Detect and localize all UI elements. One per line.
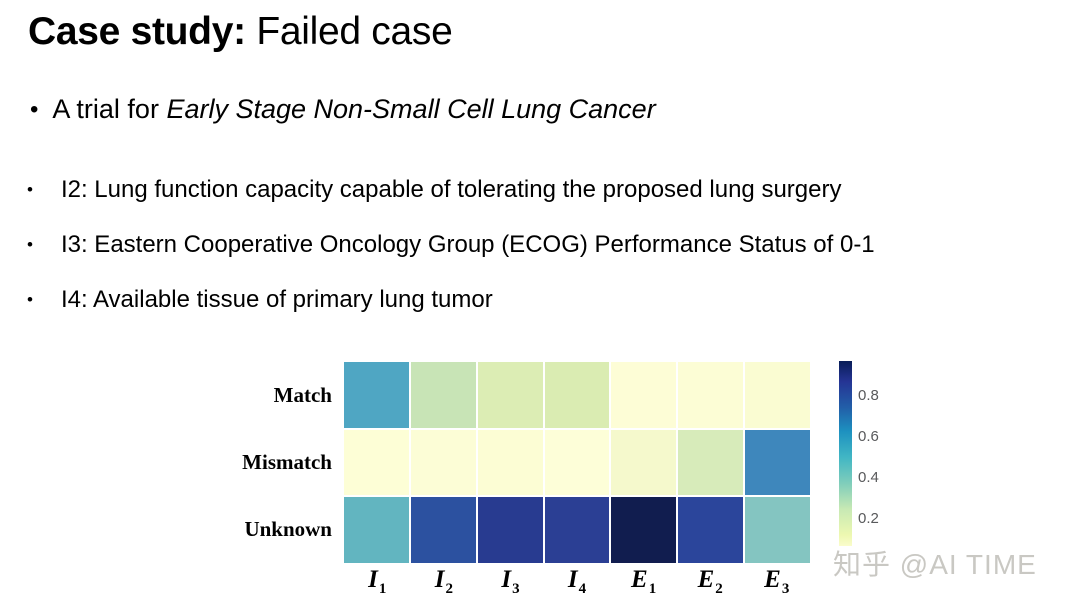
colorbar xyxy=(839,361,852,546)
bullet-trial-prefix: A trial for xyxy=(52,94,167,124)
bullet-trial-cancer-type: Early Stage Non-Small Cell Lung Cancer xyxy=(166,94,656,124)
colorbar-ticks: 0.8 0.6 0.4 0.2 xyxy=(858,361,902,546)
page-title-bold: Case study: xyxy=(28,10,246,53)
colorbar-tick-0.2: 0.2 xyxy=(858,510,879,528)
column-label-i3: I3 xyxy=(501,566,520,597)
colorbar-tick-0.8: 0.8 xyxy=(858,386,879,404)
heatmap-cell-match-i1 xyxy=(344,362,409,428)
column-label-i1: I1 xyxy=(368,566,387,597)
heatmap-row-label-unknown: Unknown xyxy=(244,517,332,541)
heatmap-cell-mismatch-i4 xyxy=(544,429,610,496)
column-label-i4: I4 xyxy=(567,566,587,597)
heatmap-column-labels: I1 I2 I3 I4 E1 E2 E3 xyxy=(344,563,810,603)
heatmap-cell-mismatch-e3 xyxy=(745,429,810,496)
bullet-i2-text: I2: Lung function capacity capable of to… xyxy=(60,176,842,203)
bullet-i4-text: I4: Available tissue of primary lung tum… xyxy=(60,286,493,313)
heatmap-cell-match-e2 xyxy=(678,362,744,428)
heatmap-cell-mismatch-e2 xyxy=(678,429,744,496)
heatmap-row-label-match: Match xyxy=(273,383,332,407)
heatmap-cell-mismatch-e1 xyxy=(611,429,677,496)
heatmap-cell-match-e1 xyxy=(611,362,677,428)
heatmap-cell-unknown-e1 xyxy=(611,497,677,563)
heatmap-cell-unknown-e2 xyxy=(678,497,744,563)
heatmap-cell-unknown-i4 xyxy=(544,497,610,563)
heatmap-cell-match-e3 xyxy=(745,362,810,428)
heatmap-cell-unknown-i2 xyxy=(410,497,476,563)
page-title-rest: Failed case xyxy=(245,10,453,53)
bullet-i3: • I3: Eastern Cooperative Oncology Group… xyxy=(27,231,875,260)
heatmap-cell-match-i4 xyxy=(544,362,610,428)
column-label-e1: E1 xyxy=(631,566,657,597)
heatmap-cell-mismatch-i3 xyxy=(477,429,543,496)
bullet-i3-text: I3: Eastern Cooperative Oncology Group (… xyxy=(60,231,875,258)
heatmap-cell-unknown-e3 xyxy=(745,497,810,563)
watermark: 知乎 @AI TIME xyxy=(833,549,1037,580)
heatmap-cell-unknown-i3 xyxy=(477,497,543,563)
bullet-trial-text: A trial for Early Stage Non-Small Cell L… xyxy=(52,94,655,125)
heatmap-cell-unknown-i1 xyxy=(344,497,409,563)
column-label-e2: E2 xyxy=(697,566,723,597)
heatmap-cell-match-i2 xyxy=(410,362,476,428)
bullet-marker: • xyxy=(27,235,33,254)
column-label-i2: I2 xyxy=(434,566,453,597)
colorbar-tick-0.4: 0.4 xyxy=(858,469,879,487)
heatmap-cell-mismatch-i1 xyxy=(344,429,409,496)
heatmap-row-label-mismatch: Mismatch xyxy=(242,450,332,474)
heatmap-cell-mismatch-i2 xyxy=(410,429,476,496)
bullet-i2: • I2: Lung function capacity capable of … xyxy=(27,176,841,205)
column-label-e3: E3 xyxy=(764,566,790,597)
colorbar-tick-0.6: 0.6 xyxy=(858,428,879,446)
bullet-i4: • I4: Available tissue of primary lung t… xyxy=(27,286,493,315)
bullet-marker: • xyxy=(30,96,39,123)
page-title: Case study: Failed case xyxy=(28,10,453,55)
bullet-marker: • xyxy=(27,290,33,309)
bullet-trial: • A trial for Early Stage Non-Small Cell… xyxy=(30,94,656,125)
bullet-marker: • xyxy=(27,180,33,199)
heatmap-cell-match-i3 xyxy=(477,362,543,428)
heatmap xyxy=(344,362,810,563)
